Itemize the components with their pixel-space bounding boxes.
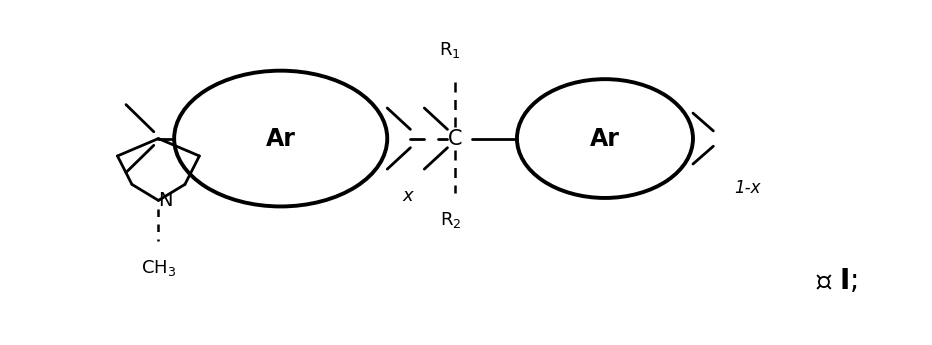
Text: Ar: Ar [590, 127, 620, 150]
Text: x: x [403, 187, 413, 205]
Text: N: N [158, 191, 173, 210]
Text: 1-x: 1-x [734, 179, 761, 197]
Text: CH$_3$: CH$_3$ [141, 258, 176, 278]
Text: C: C [447, 129, 462, 149]
Text: R$_1$: R$_1$ [440, 40, 461, 60]
Text: 式 $\mathbf{I}$;: 式 $\mathbf{I}$; [816, 267, 857, 295]
Text: Ar: Ar [266, 127, 295, 150]
Text: R$_2$: R$_2$ [440, 210, 461, 230]
